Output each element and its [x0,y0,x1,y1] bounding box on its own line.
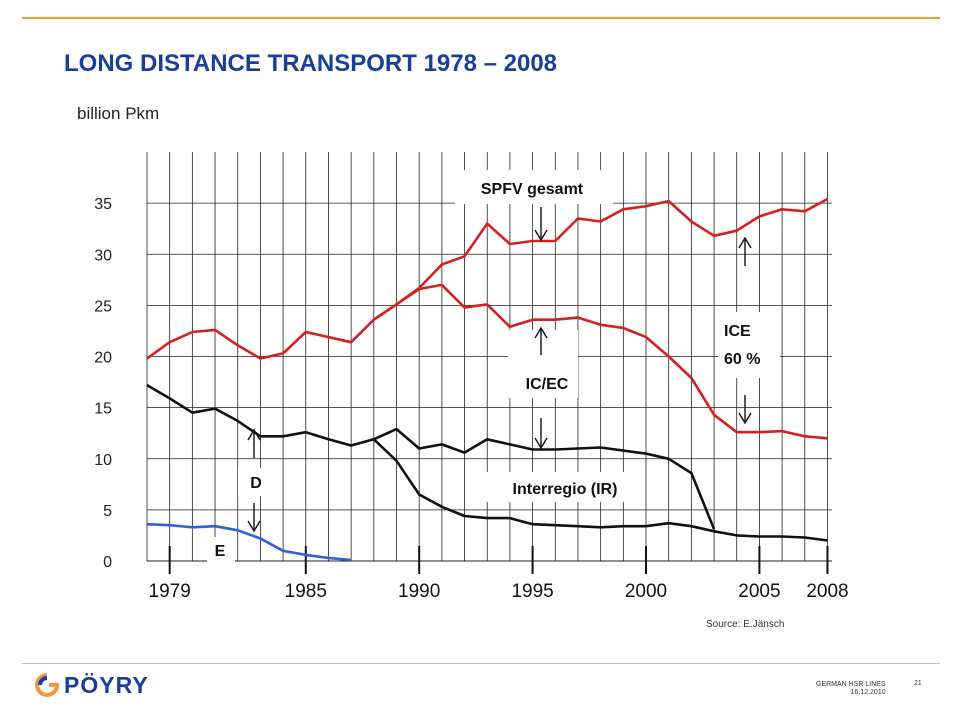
logo-text: PÖYRY [64,672,149,698]
y-tick-label: 35 [94,196,112,213]
arrow-up-icon [247,428,261,458]
y-tick-label: 5 [103,503,112,520]
page-number: 21 [914,680,922,687]
annotation-ir-box [485,472,645,502]
y-tick-label: 10 [94,452,112,469]
annotation-icec-label: IC/EC [526,376,569,393]
chart-annotations: SPFV gesamt IC/EC ICE 60 % Inte [207,170,780,563]
footer-document-info: GERMAN HSR LINES 16.12.2010 [816,681,886,697]
annotation-spfv-box [455,170,613,204]
series-line-e [146,522,352,562]
annotation-e-box [207,537,235,563]
x-tick-label: 1985 [285,581,327,602]
annotation-ir-label: Interregio (IR) [513,481,618,498]
arrow-up-icon [738,236,752,266]
arrow-up-icon [534,326,548,355]
annotation-ice-share-label: 60 % [724,351,760,368]
top-rule [22,17,940,19]
x-tick-label: 2008 [806,581,848,602]
y-tick-label: 25 [94,298,112,315]
y-tick-label: 30 [94,247,112,264]
series-line-interregio-ir [372,438,828,542]
series-line-spfv-gesamt [146,197,829,360]
y-axis-unit-label: billion Pkm [77,104,160,123]
source-note: Source: E.Jänsch [706,619,785,630]
arrow-down-icon [534,207,548,242]
bottom-rule [22,663,940,664]
series-line-d [146,383,716,530]
chart-axis-ticks: 0 5 10 15 20 25 30 35 1979 1985 1990 1995 2000 2005 20… [94,196,848,602]
footer-document-name: GERMAN HSR LINES [816,681,886,688]
annotation-icec-box [508,330,578,398]
annotation-d-box [238,468,272,496]
footer-document-date: 16.12.2010 [850,689,886,696]
x-tick-label: 2000 [625,581,667,602]
x-tick-label: 1990 [398,581,440,602]
annotation-d-label: D [250,475,262,492]
y-tick-label: 0 [103,554,112,571]
series-line-ic-ec [373,283,828,440]
annotation-e-label: E [215,543,226,560]
y-tick-label: 15 [94,401,112,418]
y-tick-label: 20 [94,350,112,367]
page-title: LONG DISTANCE TRANSPORT 1978 – 2008 [64,50,558,77]
arrow-down-icon [534,418,548,450]
chart-series [146,197,829,562]
poyry-logo-icon [35,673,60,697]
annotation-ice-box [718,312,780,378]
annotation-ice-label: ICE [724,323,751,340]
x-tick-label: 1979 [149,581,191,602]
x-tick-label: 1995 [511,581,553,602]
arrow-down-icon [247,503,261,533]
x-tick-label: 2005 [738,581,780,602]
arrow-down-icon [738,395,752,425]
annotation-spfv-label: SPFV gesamt [481,181,584,198]
